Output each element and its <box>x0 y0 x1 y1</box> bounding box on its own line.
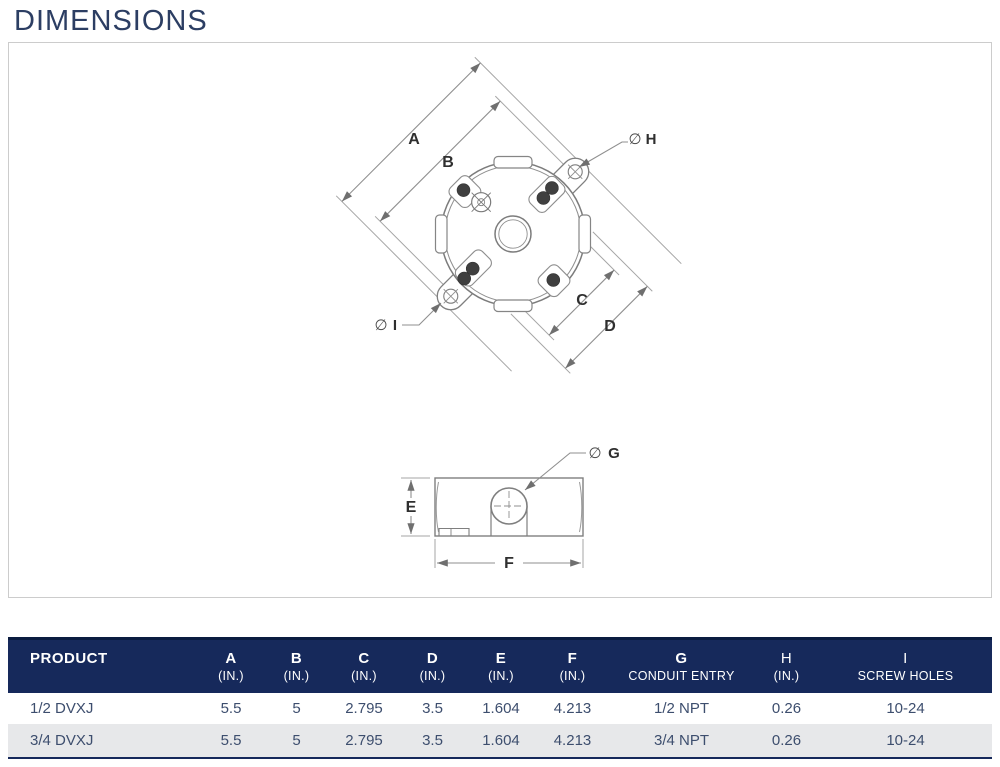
column-header-c: C (IN.) <box>329 638 399 693</box>
value-cell: 3/4 NPT <box>609 724 754 758</box>
side-view-drawing <box>401 452 586 568</box>
dim-label-E: E <box>406 499 417 516</box>
dim-line-B <box>379 100 501 222</box>
column-header-b: B (IN.) <box>264 638 329 693</box>
dimensions-diagram-panel: A B C D ∅ H ∅ I <box>8 42 992 598</box>
dim-label-D: D <box>604 318 616 335</box>
value-cell: 5.5 <box>220 700 242 717</box>
value-cell: 1/2 NPT <box>653 700 710 717</box>
value-cell: 3.5 <box>399 724 466 758</box>
column-header-f: F (IN.) <box>536 638 609 693</box>
column-header-a: A (IN.) <box>198 638 264 693</box>
value-cell: 0.26 <box>754 724 819 758</box>
top-view-drawing <box>335 56 682 374</box>
value-cell: 4.213 <box>536 724 609 758</box>
value-cell: 10-24 <box>886 700 925 717</box>
diameter-symbol-G: ∅ <box>588 445 601 462</box>
leader-line-I <box>402 302 442 326</box>
column-header-g: G CONDUIT ENTRY <box>609 638 754 693</box>
table-row: 3/4 DVXJ 5.5 5 2.795 3.5 1.604 4.213 3/4… <box>8 724 992 758</box>
page-title: DIMENSIONS <box>14 5 208 37</box>
column-header-product: PRODUCT <box>8 638 198 693</box>
value-cell: 2.795 <box>329 724 399 758</box>
mounting-ear-left <box>436 273 474 311</box>
product-name-cell: 3/4 DVXJ <box>8 724 198 758</box>
value-cell: 10-24 <box>819 724 992 758</box>
leader-line-H <box>578 141 628 168</box>
leader-line-G <box>524 452 586 491</box>
value-cell: 1.604 <box>466 724 536 758</box>
rim-tabs <box>434 155 592 313</box>
callout-label-I: I <box>393 317 397 334</box>
column-header-h: H (IN.) <box>754 638 819 693</box>
center-hole-inner <box>498 219 528 249</box>
value-cell: 5 <box>264 724 329 758</box>
value-cell: 1.604 <box>482 700 520 717</box>
value-cell: 0.26 <box>771 700 802 717</box>
center-screw <box>471 192 492 213</box>
technical-drawing: A B C D ∅ H ∅ I <box>335 56 682 572</box>
value-cell: 4.213 <box>553 700 592 717</box>
diameter-symbol-I: ∅ <box>374 317 387 334</box>
dim-label-C: C <box>576 292 588 309</box>
product-name-cell: 1/2 DVXJ <box>30 700 94 717</box>
value-cell: 3.5 <box>422 700 443 717</box>
callout-label-H: H <box>646 131 657 148</box>
table-header-row: PRODUCT A (IN.) B (IN.) C (IN.) D (IN.) … <box>8 638 992 693</box>
callout-label-G: G <box>608 445 620 462</box>
dim-label-A: A <box>408 131 420 148</box>
dim-label-F: F <box>504 555 514 572</box>
column-header-d: D (IN.) <box>399 638 466 693</box>
center-hole-outer <box>494 215 532 253</box>
column-header-i: I SCREW HOLES <box>819 638 992 693</box>
dim-line-D <box>564 285 648 369</box>
column-header-e: E (IN.) <box>466 638 536 693</box>
dimensions-table: PRODUCT A (IN.) B (IN.) C (IN.) D (IN.) … <box>8 637 992 759</box>
ground-screws <box>456 181 561 287</box>
dim-label-B: B <box>442 154 454 171</box>
value-cell: 5.5 <box>198 724 264 758</box>
diameter-symbol-H: ∅ <box>628 131 641 148</box>
value-cell: 2.795 <box>345 700 383 717</box>
table-row: 1/2 DVXJ 5.5 5 2.795 3.5 1.604 4.213 1/2… <box>8 693 992 724</box>
value-cell: 5 <box>292 700 301 717</box>
